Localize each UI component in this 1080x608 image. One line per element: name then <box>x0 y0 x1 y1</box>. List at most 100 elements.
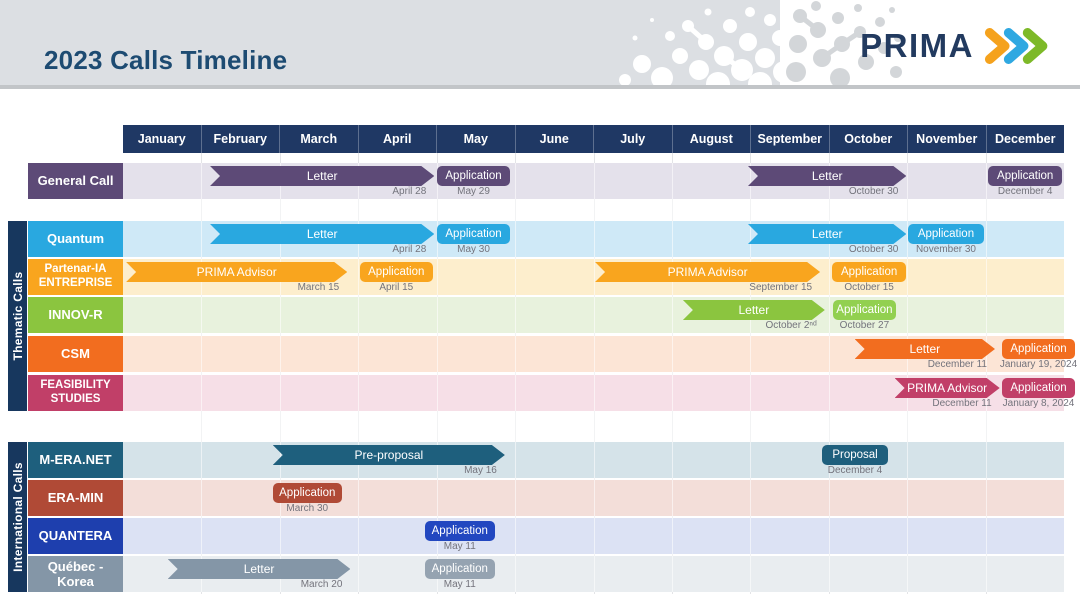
month-cell-august: August <box>671 125 751 153</box>
date-label: May 16 <box>464 465 497 476</box>
row-label-era-min: ERA-MIN <box>28 480 123 516</box>
row-label-text: QUANTERA <box>38 528 113 544</box>
quantum-application-milestone: Application <box>907 224 984 244</box>
month-cell-may: May <box>436 125 515 153</box>
row-label-text: General Call <box>37 173 114 189</box>
date-label: May 29 <box>457 186 490 197</box>
item-label: Application <box>997 170 1054 182</box>
date-label: November 30 <box>915 244 976 255</box>
quantum-application-milestone: Application <box>436 224 511 244</box>
date-label: December 11 <box>932 398 992 409</box>
quantum-letter-arrow: Letter <box>748 224 906 244</box>
date-label: May 30 <box>457 244 490 255</box>
row-label-m-era-net: M-ERA.NET <box>28 442 123 478</box>
month-cell-march: March <box>279 125 358 153</box>
prima-chevrons-icon <box>984 28 1048 64</box>
item-label: Application <box>445 228 502 240</box>
date-label: March 15 <box>297 282 340 293</box>
date-label: October 27 <box>839 320 890 331</box>
date-label: September 15 <box>749 282 813 293</box>
item-label: Letter <box>811 227 843 241</box>
molecule-dots-decoration <box>619 1 902 85</box>
row-label-general-call: General Call <box>28 163 123 199</box>
row-label-text: ERA-MIN <box>47 490 104 506</box>
month-cell-december: December <box>985 125 1065 153</box>
banner-white-area <box>780 0 1080 85</box>
item-label: PRIMA Advisor <box>667 265 748 279</box>
month-cell-june: June <box>514 125 594 153</box>
row-label-text: Québec - Korea <box>47 558 104 589</box>
item-label: Letter <box>738 303 770 317</box>
quantum-letter-arrow: Letter <box>210 224 434 244</box>
timeline-band-m-era-net <box>123 442 1064 478</box>
section-bar-label: Thematic Calls <box>10 271 25 361</box>
row-label-innov-r: INNOV-R <box>28 297 123 333</box>
date-label: January 8, 2024 <box>1002 398 1075 409</box>
month-cell-september: September <box>750 125 829 153</box>
item-label: Letter <box>243 562 275 576</box>
row-label-text: INNOV-R <box>48 307 103 323</box>
partenar-ia-entreprise-application-milestone: Application <box>831 262 907 282</box>
general-call-letter-arrow: Letter <box>748 166 906 186</box>
month-cell-january: January <box>137 132 186 146</box>
partenar-ia-entreprise-application-milestone: Application <box>359 262 433 282</box>
timeline-band-quantera <box>123 518 1064 554</box>
date-label: April 15 <box>379 282 414 293</box>
item-label: Application <box>279 487 336 499</box>
item-label: Application <box>840 266 898 278</box>
month-cell-april: April <box>357 125 437 153</box>
month-cell-july: July <box>593 125 672 153</box>
date-label: April 28 <box>392 244 427 255</box>
item-label: PRIMA Advisor <box>196 265 277 279</box>
era-min-application-milestone: Application <box>272 483 342 503</box>
feasibility-studies-application-milestone: Application <box>1002 378 1075 398</box>
top-banner: 2023 Calls Timeline PRIMA <box>0 0 1080 89</box>
section-bar-label: International Calls <box>10 462 25 572</box>
row-label-text: M-ERA.NET <box>39 452 112 468</box>
item-label: Application <box>431 525 488 537</box>
row-label-quantera: QUANTERA <box>28 518 123 554</box>
date-label: December 4 <box>997 186 1053 197</box>
date-label: March 30 <box>286 503 329 514</box>
quantera-application-milestone: Application <box>424 521 495 541</box>
section-bar-international-calls: International Calls <box>8 442 27 592</box>
item-label: PRIMA Advisor <box>907 381 988 395</box>
date-label: March 20 <box>300 579 343 590</box>
item-label: Pre-proposal <box>354 448 424 462</box>
general-call-letter-arrow: Letter <box>210 166 434 186</box>
row-label-text: Partenar-IA <box>44 263 107 276</box>
row-label-text: FEASIBILITY <box>40 379 111 392</box>
quebec-korea-letter-arrow: Letter <box>168 559 351 579</box>
item-label: Application <box>445 170 502 182</box>
section-bar-thematic-calls: Thematic Calls <box>8 221 27 411</box>
date-label: October 30 <box>848 186 899 197</box>
m-era-net-proposal-milestone: Proposal <box>821 445 889 465</box>
row-label-text: ENTREPRISE <box>38 277 113 289</box>
row-label-text: CSM <box>61 346 90 362</box>
row-label-csm: CSM <box>28 336 123 372</box>
page-title: 2023 Calls Timeline <box>44 45 288 76</box>
date-label: December 4 <box>827 465 883 476</box>
item-label: Application <box>836 304 893 316</box>
date-label: January 19, 2024 <box>999 359 1078 370</box>
date-label: December 11 <box>927 359 987 370</box>
date-label: April 28 <box>392 186 427 197</box>
date-label: October 15 <box>844 282 894 293</box>
item-label: Application <box>368 266 425 278</box>
row-label-quantum: Quantum <box>28 221 123 257</box>
row-label-text: Quantum <box>46 231 105 247</box>
row-label-feasibility-studies: FEASIBILITY STUDIES <box>28 375 123 411</box>
innov-r-application-milestone: Application <box>832 300 897 320</box>
item-label: Letter <box>306 227 338 241</box>
prima-logo: PRIMA <box>860 24 1054 68</box>
item-label: Application <box>431 563 488 575</box>
row-label-quebec-korea: Québec - Korea <box>28 556 123 592</box>
date-label: May 11 <box>443 541 476 552</box>
item-label: Letter <box>811 169 843 183</box>
m-era-net-pre-proposal-arrow: Pre-proposal <box>273 445 505 465</box>
item-label: Letter <box>306 169 338 183</box>
item-label: Application <box>1010 382 1067 394</box>
partenar-ia-entreprise-prima-advisor-arrow: PRIMA Advisor <box>595 262 820 282</box>
month-cell-october: October <box>828 125 908 153</box>
